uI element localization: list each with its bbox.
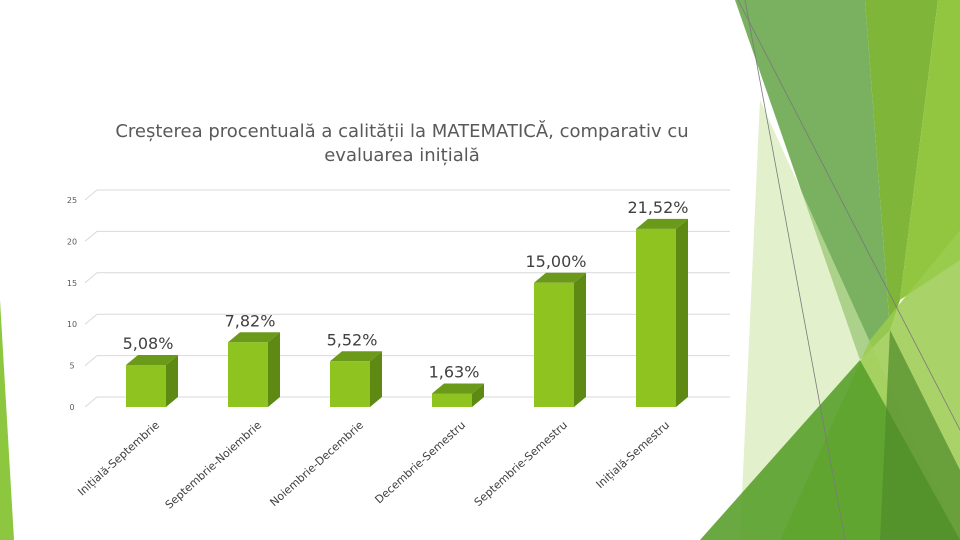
decor-line-2 [737, 0, 960, 431]
bar-side [268, 332, 280, 407]
gridline [84, 313, 730, 325]
category-label: Decembrie-Semestru [372, 419, 468, 507]
bar-top [228, 332, 280, 343]
decor-right-band-dark [735, 0, 890, 360]
chart-title-line-1: Creșterea procentuală a calității la MAT… [115, 120, 688, 142]
y-tick-label: 20 [67, 237, 77, 246]
data-label: 5,08% [123, 334, 174, 353]
bar-top [330, 351, 382, 362]
bar-side [574, 272, 586, 407]
bar [330, 361, 370, 407]
bar-side [166, 354, 178, 407]
gridline [84, 230, 730, 242]
y-tick-label: 10 [67, 320, 77, 329]
y-tick-label: 5 [69, 362, 74, 371]
decor-line-1 [744, 0, 846, 540]
data-label: 21,52% [627, 198, 688, 217]
bar [534, 282, 574, 407]
gridline [84, 355, 730, 366]
y-axis-ticks: 0 5 10 15 20 25 [67, 196, 77, 412]
decor-right-band-bright [900, 0, 960, 300]
y-tick-label: 0 [69, 403, 74, 412]
chart-title-line-2: evaluarea inițială [324, 145, 480, 166]
bar-top [432, 383, 484, 394]
decor-left-sliver [0, 300, 14, 540]
decor-corner-dark [880, 330, 960, 540]
gridline [84, 396, 730, 408]
x-axis-categories: Inițială-Septembrie Septembrie-Noiembrie N… [75, 418, 672, 511]
data-labels: 5,08% 7,82% 5,52% 1,63% 15,00% 21,52% [123, 198, 689, 382]
category-label: Inițială-Septembrie [75, 418, 162, 498]
category-label: Inițială-Semestru [594, 419, 672, 492]
y-tick-label: 25 [67, 196, 77, 205]
data-label: 15,00% [525, 252, 586, 271]
bar [432, 393, 472, 407]
bar-side [676, 218, 688, 407]
bar [636, 228, 676, 407]
gridline [84, 189, 730, 201]
bar-side [370, 351, 382, 407]
data-label: 7,82% [225, 311, 276, 330]
chart-bars [126, 218, 688, 407]
bar [228, 342, 268, 407]
category-label: Noiembrie-Decembrie [267, 418, 366, 509]
bar-top [636, 218, 688, 229]
bar-top [534, 272, 586, 283]
data-label: 5,52% [327, 330, 378, 349]
data-label: 1,63% [429, 363, 480, 382]
category-label: Septembrie-Noiembrie [163, 418, 265, 511]
bar-side [472, 383, 484, 407]
y-tick-label: 15 [67, 279, 77, 288]
bar [126, 364, 166, 407]
category-label: Septembrie-Semestru [472, 419, 570, 509]
chart-grid [84, 189, 730, 408]
bar-top [126, 354, 178, 365]
decor-right-band-light [865, 0, 938, 330]
gridline [84, 272, 730, 284]
